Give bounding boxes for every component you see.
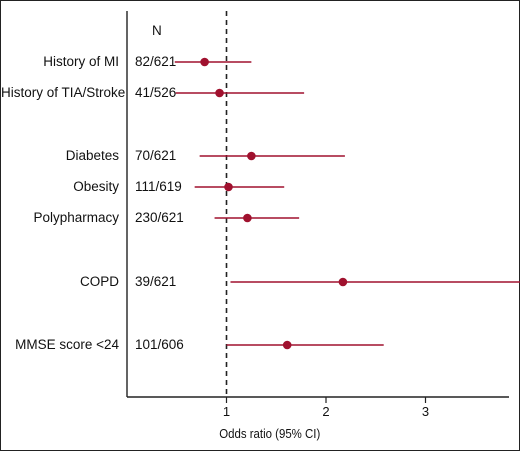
row-label: Polypharmacy [33,210,119,225]
or-point-row-1 [215,88,224,98]
row-label: Diabetes [65,148,119,163]
row-label: MMSE score <24 [15,337,119,352]
row-n-value: 82/621 [135,54,177,69]
or-point-row-6 [282,340,292,350]
or-point-row-4 [243,213,252,223]
n-column-header: N [152,23,162,38]
row-n-value: 230/621 [135,210,184,225]
row-label: History of TIA/Stroke [1,85,126,100]
row-n-value: 101/606 [135,337,184,352]
x-tick-label-2: 2 [322,404,329,419]
or-point-row-5 [338,277,348,287]
x-tick-label-3: 3 [422,404,429,419]
x-axis-label: Odds ratio (95% CI) [219,426,321,441]
row-n-value: 111/619 [135,179,182,194]
x-tick-label-1: 1 [223,404,230,419]
row-label: Obesity [73,179,119,194]
row-n-value: 70/621 [135,148,177,163]
or-point-row-2 [247,151,256,161]
row-n-value: 41/526 [135,85,177,100]
row-label: COPD [79,274,119,289]
or-point-row-0 [200,57,209,67]
or-point-row-3 [224,182,233,192]
row-label: History of MI [43,54,119,69]
row-n-value: 39/621 [135,274,177,289]
